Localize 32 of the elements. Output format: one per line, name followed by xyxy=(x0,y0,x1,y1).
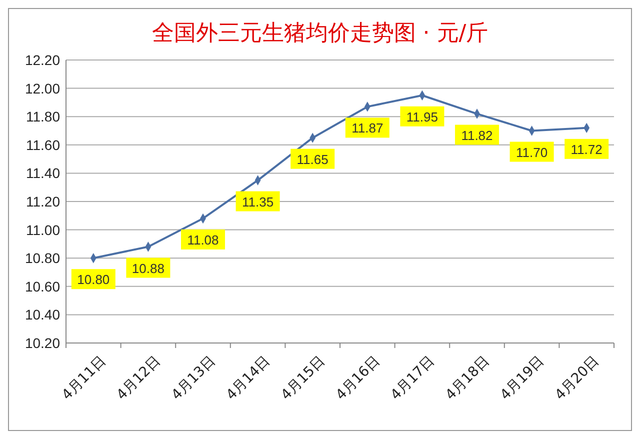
x-tick-label: 4月12日 xyxy=(114,353,164,404)
y-tick-label: 10.40 xyxy=(24,306,60,323)
data-label: 11.08 xyxy=(187,232,219,248)
data-label: 11.82 xyxy=(461,128,493,143)
y-tick-label: 11.60 xyxy=(26,136,60,153)
x-tick-label: 4月13日 xyxy=(168,353,219,404)
chart-title: 全国外三元生猪均价走势图 · 元/斤 xyxy=(152,21,488,46)
data-label: 11.95 xyxy=(406,109,438,124)
data-label: 11.87 xyxy=(352,120,384,136)
y-tick-label: 11.00 xyxy=(26,222,60,238)
data-label: 11.70 xyxy=(516,144,548,160)
x-tick-label: 4月20日 xyxy=(552,353,602,404)
x-tick-label: 4月11日 xyxy=(58,353,110,404)
y-tick-label: 10.80 xyxy=(24,250,60,266)
y-tick-label: 11.40 xyxy=(26,165,60,182)
data-label: 10.80 xyxy=(77,272,110,288)
y-tick-label: 12.00 xyxy=(24,80,60,96)
y-tick-label: 10.20 xyxy=(24,335,60,351)
x-tick-label: 4月14日 xyxy=(223,353,274,404)
y-tick-label: 10.60 xyxy=(24,278,60,294)
data-label: 11.65 xyxy=(296,152,328,167)
data-label: 11.35 xyxy=(242,194,274,210)
x-tick-label: 4月17日 xyxy=(388,353,438,404)
y-tick-label: 11.20 xyxy=(26,194,60,210)
x-tick-label: 4月15日 xyxy=(278,353,328,404)
y-tick-label: 11.80 xyxy=(26,108,60,125)
data-label: 10.88 xyxy=(132,260,164,276)
x-tick-label: 4月16日 xyxy=(332,353,384,404)
y-tick-label: 12.20 xyxy=(24,52,60,68)
data-label: 11.72 xyxy=(570,142,602,157)
x-tick-label: 4月19日 xyxy=(497,353,548,404)
x-tick-label: 4月18日 xyxy=(442,353,493,404)
